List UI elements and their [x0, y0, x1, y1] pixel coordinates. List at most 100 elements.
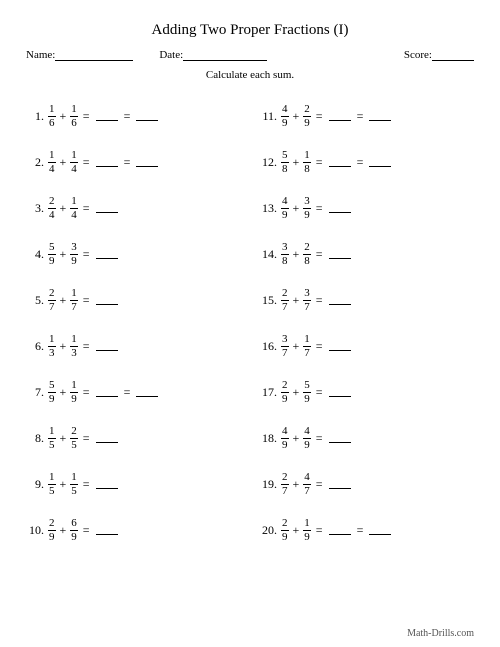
problem-row: 7.59+19== — [26, 369, 241, 415]
answer-blank[interactable] — [96, 203, 118, 213]
date-blank[interactable] — [183, 50, 267, 61]
equals-sign: = — [311, 523, 328, 538]
date-label: Date: — [159, 49, 183, 61]
equals-sign: = — [352, 523, 369, 538]
answer-blank[interactable] — [329, 203, 351, 213]
numerator: 3 — [281, 242, 289, 254]
answer-blank[interactable] — [96, 479, 118, 489]
denominator: 9 — [303, 530, 311, 543]
plus-sign: + — [289, 109, 304, 124]
answer-blank[interactable] — [329, 433, 351, 443]
answer-blank[interactable] — [136, 111, 158, 121]
equals-sign: = — [311, 477, 328, 492]
numerator: 5 — [303, 380, 311, 392]
denominator: 3 — [48, 346, 56, 359]
numerator: 6 — [70, 518, 78, 530]
answer-blank[interactable] — [96, 525, 118, 535]
denominator: 7 — [281, 346, 289, 359]
denominator: 8 — [303, 254, 311, 267]
numerator: 1 — [303, 334, 311, 346]
equals-sign: = — [119, 155, 136, 170]
answer-blank[interactable] — [96, 249, 118, 259]
denominator: 9 — [303, 438, 311, 451]
numerator: 3 — [70, 242, 78, 254]
denominator: 4 — [70, 208, 78, 221]
numerator: 1 — [303, 150, 311, 162]
numerator: 5 — [48, 242, 56, 254]
numerator: 2 — [48, 518, 56, 530]
fraction: 27 — [48, 288, 56, 313]
problem-row: 12.58+18== — [259, 139, 474, 185]
problem-number: 8. — [26, 431, 48, 446]
numerator: 1 — [70, 104, 78, 116]
fraction: 29 — [281, 380, 289, 405]
plus-sign: + — [289, 477, 304, 492]
answer-blank[interactable] — [369, 525, 391, 535]
answer-blank[interactable] — [329, 111, 351, 121]
problem-row: 19.27+47= — [259, 461, 474, 507]
name-label: Name: — [26, 49, 55, 61]
problem-number: 1. — [26, 109, 48, 124]
answer-blank[interactable] — [329, 525, 351, 535]
answer-blank[interactable] — [329, 157, 351, 167]
name-blank[interactable] — [55, 50, 133, 61]
answer-blank[interactable] — [329, 479, 351, 489]
equals-sign: = — [78, 155, 95, 170]
problem-row: 5.27+17= — [26, 277, 241, 323]
answer-blank[interactable] — [96, 111, 118, 121]
problem-row: 17.29+59= — [259, 369, 474, 415]
answer-blank[interactable] — [329, 387, 351, 397]
denominator: 5 — [70, 438, 78, 451]
answer-blank[interactable] — [329, 341, 351, 351]
answer-blank[interactable] — [369, 157, 391, 167]
fraction: 14 — [70, 196, 78, 221]
answer-blank[interactable] — [136, 387, 158, 397]
page-title: Adding Two Proper Fractions (I) — [26, 22, 474, 39]
answer-blank[interactable] — [329, 295, 351, 305]
answer-blank[interactable] — [329, 249, 351, 259]
problem-number: 14. — [259, 247, 281, 262]
denominator: 9 — [48, 530, 56, 543]
numerator: 4 — [303, 426, 311, 438]
problem-number: 12. — [259, 155, 281, 170]
answer-blank[interactable] — [96, 433, 118, 443]
fraction: 38 — [281, 242, 289, 267]
score-blank[interactable] — [432, 50, 474, 61]
name-group: Name: — [26, 49, 133, 61]
fraction: 19 — [303, 518, 311, 543]
answer-blank[interactable] — [369, 111, 391, 121]
plus-sign: + — [56, 247, 71, 262]
denominator: 5 — [48, 438, 56, 451]
answer-blank[interactable] — [96, 387, 118, 397]
numerator: 5 — [48, 380, 56, 392]
problem-row: 18.49+49= — [259, 415, 474, 461]
fraction: 59 — [303, 380, 311, 405]
score-group: Score: — [404, 49, 474, 61]
denominator: 9 — [281, 438, 289, 451]
fraction: 59 — [48, 380, 56, 405]
denominator: 7 — [70, 300, 78, 313]
answer-blank[interactable] — [96, 295, 118, 305]
plus-sign: + — [289, 385, 304, 400]
plus-sign: + — [56, 155, 71, 170]
answer-blank[interactable] — [96, 341, 118, 351]
problem-number: 20. — [259, 523, 281, 538]
denominator: 4 — [48, 162, 56, 175]
denominator: 9 — [281, 116, 289, 129]
numerator: 2 — [281, 472, 289, 484]
answer-blank[interactable] — [96, 157, 118, 167]
answer-blank[interactable] — [136, 157, 158, 167]
fraction: 39 — [303, 196, 311, 221]
equals-sign: = — [311, 155, 328, 170]
problem-row: 14.38+28= — [259, 231, 474, 277]
equals-sign: = — [78, 477, 95, 492]
numerator: 1 — [48, 334, 56, 346]
plus-sign: + — [289, 293, 304, 308]
fraction: 14 — [70, 150, 78, 175]
fraction: 47 — [303, 472, 311, 497]
problem-row: 3.24+14= — [26, 185, 241, 231]
equals-sign: = — [311, 339, 328, 354]
numerator: 1 — [70, 196, 78, 208]
equals-sign: = — [311, 247, 328, 262]
instruction: Calculate each sum. — [26, 69, 474, 81]
